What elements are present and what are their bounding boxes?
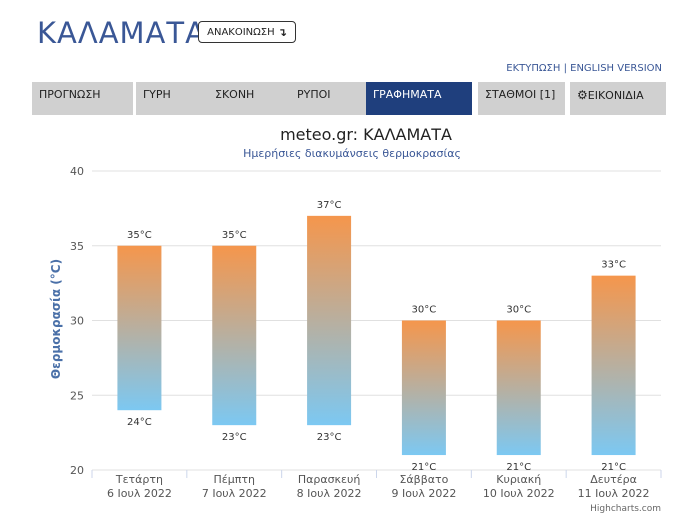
tab-label: ΕΙΚΟΝΙΔΙΑ: [587, 89, 644, 102]
high-data-label: 35°C: [222, 230, 247, 241]
chart-credits[interactable]: Highcharts.com: [590, 504, 661, 514]
link-separator: |: [560, 63, 571, 74]
high-data-label: 30°C: [412, 305, 437, 316]
page-title: ΚΑΛΑΜΑΤΑ: [37, 16, 206, 50]
tab-pollen[interactable]: ΓΥΡΗ: [136, 82, 208, 115]
x-tick-label-day: Σάββατο: [399, 473, 448, 486]
print-link[interactable]: ΕΚΤΥΠΩΣΗ: [506, 63, 561, 74]
tab-stations[interactable]: ΣΤΑΘΜΟΙ [1]: [478, 82, 565, 115]
tab-label: ΓΥΡΗ: [143, 88, 171, 101]
x-tick-label-date: 7 Ιουλ 2022: [202, 487, 267, 500]
tab-label: ΠΡΟΓΝΩΣΗ: [39, 88, 101, 101]
arrow-down-icon: ↴: [277, 25, 287, 39]
temperature-bar: [591, 275, 636, 456]
y-tick-label: 20: [70, 464, 84, 477]
y-tick-label: 30: [70, 315, 84, 328]
announcement-label: ΑΝΑΚΟΙΝΩΣΗ: [207, 26, 275, 38]
x-tick-label-date: 10 Ιουλ 2022: [483, 487, 555, 500]
x-tick-label-date: 6 Ιουλ 2022: [107, 487, 172, 500]
low-data-label: 21°C: [412, 462, 437, 473]
tab-forecast[interactable]: ΠΡΟΓΝΩΣΗ: [32, 82, 133, 115]
temperature-bar: [307, 215, 352, 426]
temperature-bar: [117, 245, 162, 411]
y-tick-label: 35: [70, 240, 84, 253]
tab-label: ΣΤΑΘΜΟΙ [1]: [485, 88, 556, 101]
x-tick-label-date: 11 Ιουλ 2022: [578, 487, 650, 500]
y-tick-label: 40: [70, 165, 84, 178]
x-tick-label-date: 9 Ιουλ 2022: [391, 487, 456, 500]
low-data-label: 21°C: [506, 462, 531, 473]
temperature-bar: [212, 245, 257, 426]
x-tick-label-day: Παρασκευή: [298, 473, 361, 486]
high-data-label: 33°C: [601, 260, 626, 271]
top-links: ΕΚΤΥΠΩΣΗ | ENGLISH VERSION: [506, 63, 662, 74]
high-data-label: 30°C: [506, 305, 531, 316]
tab-label: ΓΡΑΦΗΜΑΤΑ: [373, 88, 442, 101]
tab-icons[interactable]: ⚙ΕΙΚΟΝΙΔΙΑ: [570, 82, 666, 115]
chart-title: meteo.gr: ΚΑΛΑΜΑΤΑ: [280, 125, 452, 144]
tab-charts[interactable]: ΓΡΑΦΗΜΑΤΑ: [366, 82, 472, 115]
temperature-bar: [401, 320, 446, 456]
x-tick-label-day: Πέμπτη: [214, 473, 255, 486]
x-tick-label-day: Τετάρτη: [115, 473, 163, 486]
x-tick-label-day: Δευτέρα: [590, 473, 637, 486]
low-data-label: 21°C: [601, 462, 626, 473]
english-version-link[interactable]: ENGLISH VERSION: [570, 63, 662, 74]
y-tick-label: 25: [70, 389, 84, 402]
tab-label: ΣΚΟΝΗ: [215, 88, 255, 101]
high-data-label: 37°C: [317, 200, 342, 211]
low-data-label: 23°C: [222, 432, 247, 443]
high-data-label: 35°C: [127, 230, 152, 241]
tab-label: ΡΥΠΟΙ: [297, 88, 331, 101]
temperature-bar: [496, 320, 541, 456]
chart-subtitle: Ημερήσιες διακυμάνσεις θερμοκρασίας: [243, 147, 461, 160]
x-tick-label-date: 8 Ιουλ 2022: [297, 487, 362, 500]
low-data-label: 23°C: [317, 432, 342, 443]
announcement-button[interactable]: ΑΝΑΚΟΙΝΩΣΗ ↴: [198, 21, 296, 43]
temperature-chart: meteo.gr: ΚΑΛΑΜΑΤΑ Ημερήσιες διακυμάνσει…: [49, 125, 662, 514]
y-axis-title: Θερμοκρασία (°C): [49, 259, 63, 379]
low-data-label: 24°C: [127, 417, 152, 428]
x-tick-label-day: Κυριακή: [496, 473, 541, 486]
gear-icon: ⚙: [577, 88, 588, 102]
